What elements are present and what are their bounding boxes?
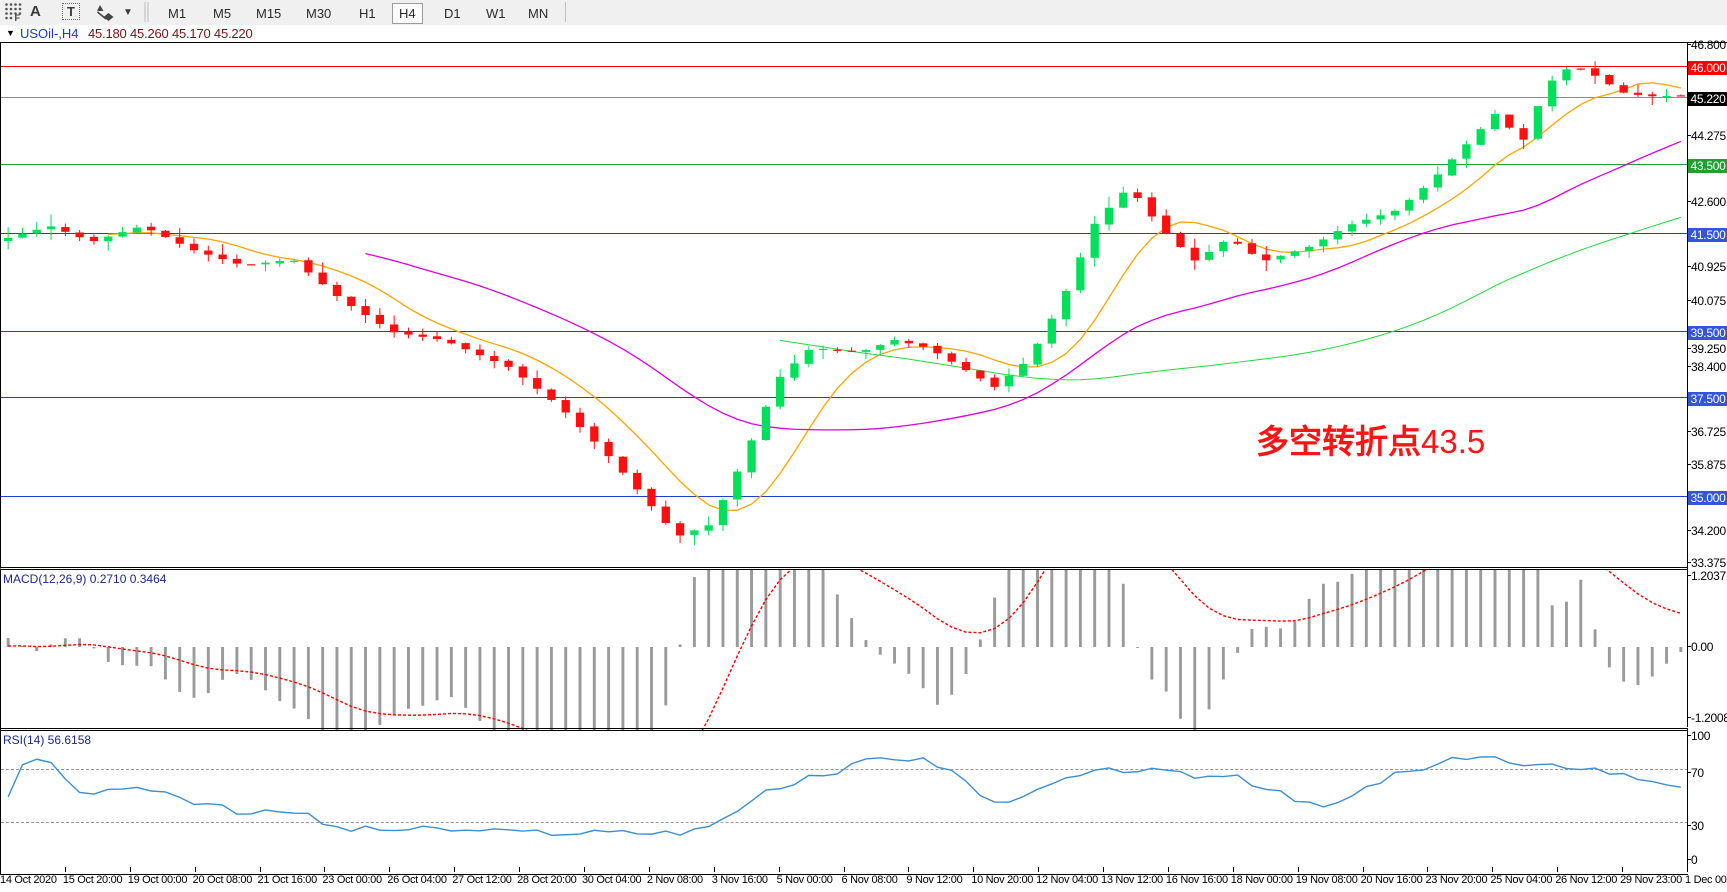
svg-text:F: F — [15, 13, 21, 21]
